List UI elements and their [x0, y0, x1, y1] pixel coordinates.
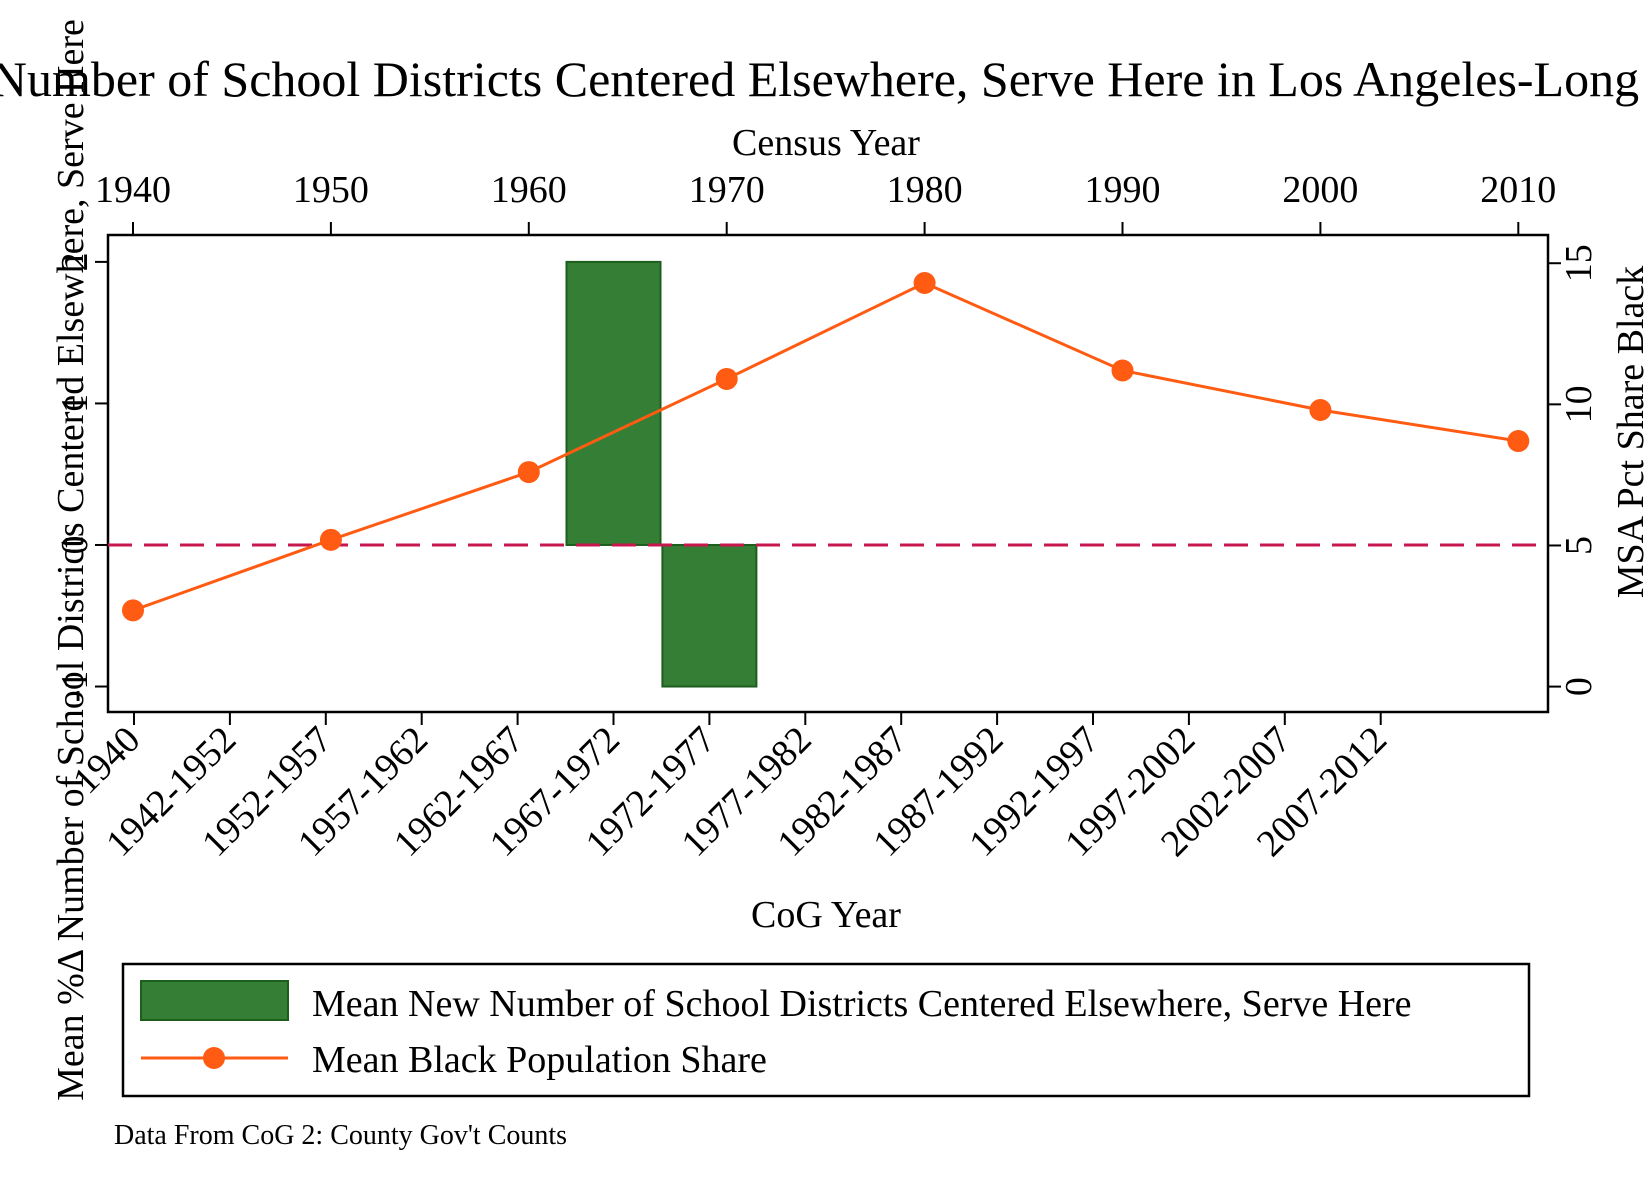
- black-share-point-1990: [1111, 359, 1134, 382]
- black-share-point-2010: [1507, 430, 1530, 453]
- right-axis-tick-label: 15: [1558, 244, 1600, 282]
- top-axis-tick-label: 1980: [887, 169, 963, 211]
- legend-swatch-marker: [203, 1047, 225, 1069]
- top-axis-tick-label: 2010: [1480, 169, 1556, 211]
- right-axis-label: MSA Pct Share Black: [1610, 266, 1652, 598]
- black-share-point-1940: [122, 599, 144, 622]
- legend-label-line: Mean Black Population Share: [312, 1039, 767, 1081]
- top-axis-tick-label: 1950: [293, 169, 369, 211]
- right-axis-tick-label: 5: [1558, 536, 1600, 555]
- top-axis-label: Census Year: [732, 122, 920, 164]
- left-axis-tick-label: 0: [54, 535, 96, 554]
- chart-note: Data From CoG 2: County Gov't Counts: [114, 1120, 567, 1151]
- top-axis-tick-label: 1960: [491, 169, 567, 211]
- black-share-point-1970: [715, 367, 738, 390]
- black-share-line: [132, 281, 1519, 612]
- bar-1972-1977: [661, 543, 758, 688]
- x-axis: 19401942-19521952-19571957-19621962-1967…: [65, 712, 1395, 865]
- left-axis-tick-label: -1: [54, 671, 96, 703]
- left-axis-label: Mean %Δ Number of School Districts Cente…: [50, 19, 92, 1101]
- plot-frame: [106, 233, 1550, 714]
- top-axis-tick-label: 1990: [1085, 169, 1161, 211]
- plot-area: -1 0 1 2 0 5 10 15: [54, 233, 1600, 714]
- top-axis-tick-label: 1970: [689, 169, 765, 211]
- top-axis: 1940 1950 1960 1970 1980 1990 2000 2010: [95, 169, 1556, 235]
- left-axis-tick-label: 1: [54, 394, 96, 413]
- black-share-point-1960: [517, 461, 540, 484]
- left-axis-tick-label: 2: [54, 252, 96, 271]
- right-axis-tick-label: 10: [1558, 385, 1600, 423]
- legend: Mean New Number of School Districts Cent…: [121, 962, 1531, 1098]
- legend-box: [121, 962, 1531, 1098]
- legend-label-bars: Mean New Number of School Districts Cent…: [312, 983, 1412, 1025]
- black-share-point-1950: [319, 528, 342, 551]
- bar-1967-1972: [565, 260, 662, 546]
- black-share-point-1980: [913, 271, 936, 294]
- top-axis-tick-label: 1940: [95, 169, 171, 211]
- x-axis-label: CoG Year: [751, 894, 901, 936]
- black-share-point-2000: [1309, 398, 1332, 421]
- chart-title: Mean %Δ Number of School Districts Cente…: [0, 51, 1652, 107]
- right-axis-tick-label: 0: [1558, 677, 1600, 696]
- legend-swatch-bars: [140, 980, 289, 1021]
- top-axis-tick-label: 2000: [1282, 169, 1358, 211]
